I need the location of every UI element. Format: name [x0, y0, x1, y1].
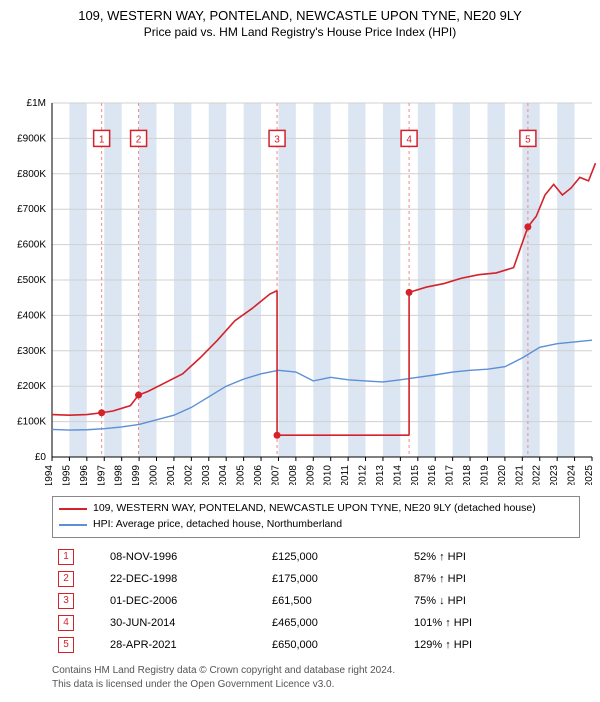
sales-row: 2 22-DEC-1998£175,00087% ↑ HPI — [52, 568, 580, 590]
sale-date: 22-DEC-1998 — [104, 568, 266, 590]
svg-text:2014: 2014 — [392, 465, 403, 485]
svg-text:2009: 2009 — [305, 465, 316, 485]
sales-table: 1 08-NOV-1996£125,00052% ↑ HPI 2 22-DEC-199… — [52, 546, 580, 656]
sale-price: £175,000 — [266, 568, 408, 590]
sales-row: 3 01-DEC-2006£61,50075% ↓ HPI — [52, 590, 580, 612]
sale-date: 08-NOV-1996 — [104, 546, 266, 568]
sales-row: 1 08-NOV-1996£125,00052% ↑ HPI — [52, 546, 580, 568]
sale-marker: 5 — [58, 637, 74, 653]
svg-text:2: 2 — [136, 134, 142, 145]
sale-marker: 2 — [58, 571, 74, 587]
svg-text:2015: 2015 — [410, 465, 421, 485]
svg-text:£100K: £100K — [17, 417, 46, 428]
legend-label-red: 109, WESTERN WAY, PONTELAND, NEWCASTLE U… — [93, 501, 536, 517]
svg-text:1994: 1994 — [44, 465, 55, 485]
svg-text:2010: 2010 — [323, 465, 334, 485]
sale-price: £125,000 — [266, 546, 408, 568]
sale-date: 01-DEC-2006 — [104, 590, 266, 612]
svg-text:2008: 2008 — [288, 465, 299, 485]
svg-text:2012: 2012 — [358, 465, 369, 485]
sale-pct: 101% ↑ HPI — [408, 612, 580, 634]
footer-line1: Contains HM Land Registry data © Crown c… — [52, 664, 580, 678]
svg-text:2018: 2018 — [462, 465, 473, 485]
chart-subtitle: Price paid vs. HM Land Registry's House … — [0, 23, 600, 45]
svg-text:2000: 2000 — [149, 465, 160, 485]
svg-text:2001: 2001 — [166, 465, 177, 485]
svg-text:2022: 2022 — [532, 465, 543, 485]
svg-text:2017: 2017 — [445, 465, 456, 485]
svg-text:1998: 1998 — [114, 465, 125, 485]
svg-text:£0: £0 — [35, 452, 47, 463]
price-chart: £0 £100K £200K £300K £400K £500K £600K £700K £80… — [0, 45, 600, 485]
svg-text:4: 4 — [406, 134, 412, 145]
legend-swatch-red — [59, 508, 87, 510]
svg-text:2016: 2016 — [427, 465, 438, 485]
svg-text:2024: 2024 — [567, 465, 578, 485]
svg-text:2002: 2002 — [183, 465, 194, 485]
sale-pct: 87% ↑ HPI — [408, 568, 580, 590]
svg-text:2013: 2013 — [375, 465, 386, 485]
svg-text:£600K: £600K — [17, 240, 46, 251]
svg-text:2005: 2005 — [236, 465, 247, 485]
legend: 109, WESTERN WAY, PONTELAND, NEWCASTLE U… — [52, 496, 580, 538]
svg-text:1997: 1997 — [96, 465, 107, 485]
svg-text:2007: 2007 — [270, 465, 281, 485]
svg-text:2003: 2003 — [201, 465, 212, 485]
svg-text:2025: 2025 — [584, 465, 595, 485]
svg-text:£1M: £1M — [27, 98, 46, 109]
svg-text:£300K: £300K — [17, 346, 46, 357]
svg-text:2019: 2019 — [479, 465, 490, 485]
svg-text:1996: 1996 — [79, 465, 90, 485]
svg-text:£200K: £200K — [17, 381, 46, 392]
sale-price: £465,000 — [266, 612, 408, 634]
svg-text:2021: 2021 — [514, 465, 525, 485]
svg-text:£800K: £800K — [17, 169, 46, 180]
chart-title: 109, WESTERN WAY, PONTELAND, NEWCASTLE U… — [0, 0, 600, 23]
sales-row: 5 28-APR-2021£650,000129% ↑ HPI — [52, 634, 580, 656]
legend-swatch-blue — [59, 524, 87, 526]
svg-text:1: 1 — [99, 134, 105, 145]
svg-text:1995: 1995 — [61, 465, 72, 485]
legend-label-blue: HPI: Average price, detached house, Nort… — [93, 517, 342, 533]
svg-text:5: 5 — [525, 134, 531, 145]
svg-text:£700K: £700K — [17, 204, 46, 215]
svg-text:2011: 2011 — [340, 465, 351, 485]
sale-date: 28-APR-2021 — [104, 634, 266, 656]
svg-text:£500K: £500K — [17, 275, 46, 286]
sale-marker: 3 — [58, 593, 74, 609]
footer-line2: This data is licensed under the Open Gov… — [52, 678, 580, 692]
sale-marker: 4 — [58, 615, 74, 631]
sale-pct: 129% ↑ HPI — [408, 634, 580, 656]
svg-text:£400K: £400K — [17, 310, 46, 321]
sales-row: 4 30-JUN-2014£465,000101% ↑ HPI — [52, 612, 580, 634]
sale-price: £650,000 — [266, 634, 408, 656]
footer-attribution: Contains HM Land Registry data © Crown c… — [52, 664, 580, 692]
svg-text:2023: 2023 — [549, 465, 560, 485]
svg-text:1999: 1999 — [131, 465, 142, 485]
sale-pct: 52% ↑ HPI — [408, 546, 580, 568]
sale-marker: 1 — [58, 549, 74, 565]
svg-text:2004: 2004 — [218, 465, 229, 485]
svg-text:3: 3 — [274, 134, 280, 145]
svg-text:2006: 2006 — [253, 465, 264, 485]
sale-price: £61,500 — [266, 590, 408, 612]
chart-area: £0 £100K £200K £300K £400K £500K £600K £700K £80… — [0, 45, 600, 490]
sale-date: 30-JUN-2014 — [104, 612, 266, 634]
sale-pct: 75% ↓ HPI — [408, 590, 580, 612]
svg-text:2020: 2020 — [497, 465, 508, 485]
svg-text:£900K: £900K — [17, 133, 46, 144]
